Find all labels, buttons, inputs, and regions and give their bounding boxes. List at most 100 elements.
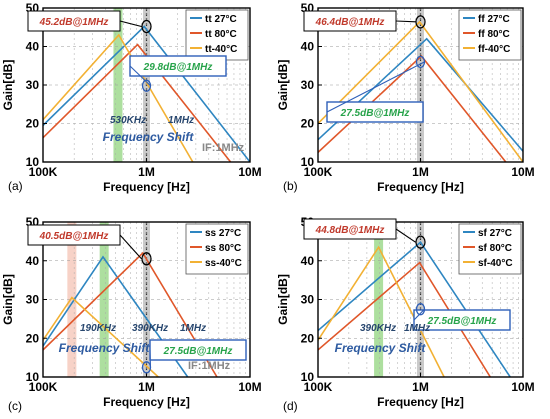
y-tick-label: 20 <box>26 331 40 345</box>
legend: sf 27°C sf 80°C sf-40°C <box>458 223 522 275</box>
x-tick-label: 1M <box>412 380 429 394</box>
x-tick-label: 100K <box>29 165 58 179</box>
y-tick-label: 10 <box>26 370 40 384</box>
y-tick-label: 40 <box>26 254 40 268</box>
low-annotation-label: 27.5dB@1MHz <box>163 346 233 357</box>
legend-label-3: ff-40°C <box>478 44 510 55</box>
highlight-band <box>67 222 77 377</box>
series-line-1 <box>43 255 189 377</box>
y-tick-label: 10 <box>26 155 40 169</box>
y-tick-label: 40 <box>301 254 315 268</box>
series-line-3 <box>318 245 445 377</box>
peak-annotation-label: 44.8dB@1MHz <box>315 225 385 236</box>
legend-label-2: tt 80°C <box>205 29 237 40</box>
x-tick-label: 10M <box>511 165 534 179</box>
y-tick-label: 30 <box>301 293 315 307</box>
annotations: 45.2dB@1MHz 29.8dB@1MHz 530KHz 1MHz Frequenc… <box>27 10 245 154</box>
plot-area <box>318 8 523 162</box>
y-axis-label: Gain[dB] <box>1 274 15 325</box>
y-axis-label: Gain[dB] <box>276 60 290 111</box>
series-line-1 <box>43 25 250 162</box>
x-tick-label: 10M <box>238 165 261 179</box>
legend-label-1: ss 27°C <box>205 228 241 239</box>
x-tick-label: 100K <box>304 165 333 179</box>
x-axis-label: Frequency [Hz] <box>377 180 464 194</box>
x-axis-label: Frequency [Hz] <box>377 395 464 409</box>
freq-label-left: 390KHz <box>360 323 396 334</box>
freq-label-right: 1MHz <box>168 115 194 126</box>
y-tick-label: 30 <box>26 293 40 307</box>
series-line-1 <box>318 241 511 377</box>
y-tick-label: 10 <box>301 155 315 169</box>
frequency-shift-label: Frequency Shift <box>103 130 195 144</box>
x-tick-label: 1M <box>412 165 429 179</box>
peak-arrow <box>119 20 142 28</box>
low-annotation-label: 27.5dB@1MHz <box>427 316 497 327</box>
frequency-shift-label: Frequency Shift <box>59 341 151 355</box>
series-line-3 <box>43 296 159 377</box>
series-line-2 <box>318 261 491 377</box>
frequency-shift-label: Frequency Shift <box>335 341 427 355</box>
low-arrow <box>413 308 425 321</box>
legend-label-2: ss 80°C <box>205 243 241 254</box>
y-tick-label: 40 <box>26 40 40 54</box>
panel-label: (d) <box>283 399 298 413</box>
x-axis-label: Frequency [Hz] <box>103 395 190 409</box>
legend: tt 27°C tt 80°C tt-40°C <box>185 9 249 61</box>
if-label: IF:1MHz <box>188 360 231 372</box>
annotations: 46.4dB@1MHz 27.5dB@1MHz <box>303 10 426 123</box>
freq-label-right: 1MHz <box>404 323 430 334</box>
panel-label: (a) <box>8 179 23 193</box>
x-tick-label: 10M <box>238 380 261 394</box>
y-tick-label: 40 <box>301 40 315 54</box>
y-tick-label: 30 <box>301 78 315 92</box>
panel-label: (b) <box>283 179 298 193</box>
x-tick-label: 1M <box>138 165 155 179</box>
legend-label-3: sf-40°C <box>478 258 513 269</box>
freq-label-left: 190KHz <box>80 323 116 334</box>
legend-label-2: sf 80°C <box>478 243 512 254</box>
series-line-2 <box>43 251 218 377</box>
annotations: 44.8dB@1MHz 27.5dB@1MHz 390KHz 1MHz Frequenc… <box>303 218 511 355</box>
y-tick-label: 20 <box>26 117 40 131</box>
panel-label: (c) <box>8 399 22 413</box>
annotations: 40.5dB@1MHz 27.5dB@1MHz 190KHz 390KHz 1MHz Fr… <box>27 224 247 374</box>
series-line-3 <box>318 20 523 162</box>
x-tick-label: 1M <box>138 380 155 394</box>
legend: ss 27°C ss 80°C ss-40°C <box>185 223 249 275</box>
series-line-2 <box>43 43 232 162</box>
low-arrow <box>326 61 425 113</box>
low-annotation-label: 27.5dB@1MHz <box>340 108 410 119</box>
y-tick-label: 20 <box>301 117 315 131</box>
low-arrow <box>149 349 152 368</box>
y-axis-label: Gain[dB] <box>276 274 290 325</box>
legend-label-1: ff 27°C <box>478 14 510 25</box>
freq-label-right: 1MHz <box>180 323 206 334</box>
peak-annotation-label: 46.4dB@1MHz <box>315 17 385 28</box>
legend-label-3: ss-40°C <box>205 258 242 269</box>
peak-arrow <box>395 20 416 23</box>
peak-arrow <box>395 228 416 243</box>
x-tick-label: 100K <box>29 380 58 394</box>
y-tick-label: 20 <box>301 331 315 345</box>
legend-label-2: ff 80°C <box>478 29 510 40</box>
peak-annotation-label: 45.2dB@1MHz <box>39 17 109 28</box>
legend: ff 27°C ff 80°C ff-40°C <box>458 9 522 61</box>
x-tick-label: 10M <box>511 380 534 394</box>
peak-marker <box>141 252 152 266</box>
plot-area <box>43 222 250 377</box>
series-line-3 <box>43 33 194 162</box>
low-annotation-label: 29.8dB@1MHz <box>143 62 213 73</box>
legend-label-3: tt-40°C <box>205 44 237 55</box>
y-axis-label: Gain[dB] <box>1 60 15 111</box>
peak-marker <box>141 19 152 34</box>
peak-arrow <box>119 234 142 260</box>
peak-annotation-label: 40.5dB@1MHz <box>39 231 109 242</box>
x-axis-label: Frequency [Hz] <box>103 180 190 194</box>
legend-label-1: tt 27°C <box>205 14 237 25</box>
